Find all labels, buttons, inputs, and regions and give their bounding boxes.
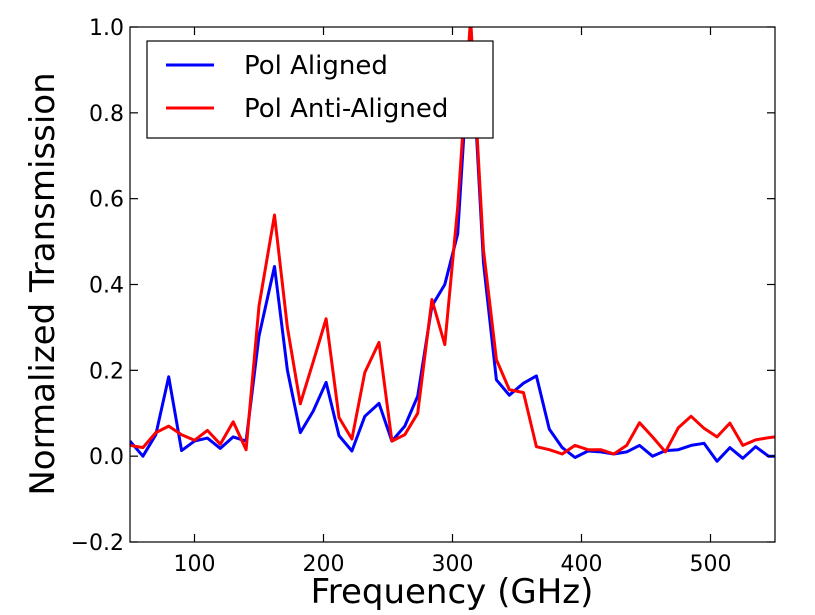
x-axis-label: Frequency (GHz) <box>311 572 594 612</box>
legend-label-pol-anti-aligned: Pol Anti-Aligned <box>244 94 448 124</box>
y-axis-label: Normalized Transmission <box>23 72 63 495</box>
y-tick-label: −0.2 <box>71 531 124 556</box>
y-tick-label: 0.0 <box>89 445 124 470</box>
legend-box <box>146 40 494 139</box>
x-tick-label: 200 <box>303 552 345 577</box>
y-tick-label: 0.2 <box>89 359 124 384</box>
x-tick-label: 500 <box>690 552 732 577</box>
y-tick-label: 0.6 <box>89 188 124 213</box>
x-tick-label: 300 <box>432 552 474 577</box>
series-line-pol-anti-aligned <box>130 27 775 456</box>
x-tick-label: 400 <box>561 552 603 577</box>
tick-labels-layer: 100 200 300 400 500 −0.2 0.0 0.2 0.4 0.6 0.8 1.0 <box>71 16 732 577</box>
ticks-layer <box>130 26 775 543</box>
series-line-pol-aligned <box>130 27 775 463</box>
legend: Pol Aligned Pol Anti-Aligned <box>146 40 494 139</box>
y-tick-label: 0.4 <box>89 274 124 299</box>
series-layer <box>130 27 775 463</box>
y-tick-label: 1.0 <box>89 16 124 41</box>
x-tick-label: 100 <box>174 552 216 577</box>
y-tick-label: 0.8 <box>89 102 124 127</box>
legend-label-pol-aligned: Pol Aligned <box>244 51 388 81</box>
